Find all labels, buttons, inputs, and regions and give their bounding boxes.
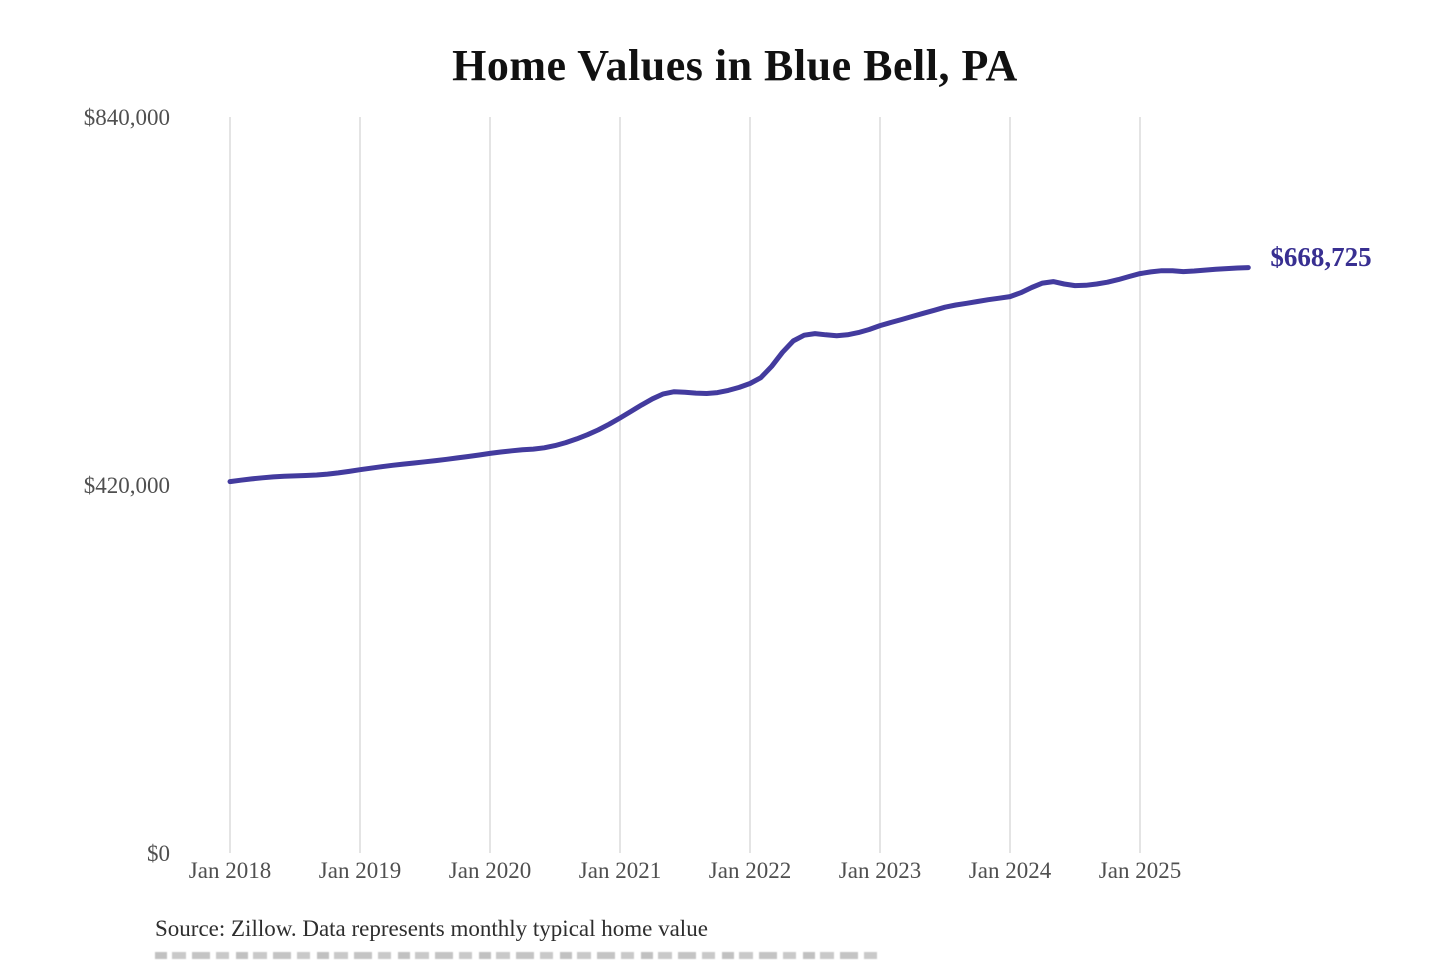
- chart-title: Home Values in Blue Bell, PA: [452, 41, 1018, 90]
- home-value-line: [227, 265, 1251, 485]
- x-axis-label: Jan 2022: [708, 858, 792, 883]
- x-axis-label: Jan 2020: [448, 858, 532, 883]
- x-axis-label: Jan 2021: [578, 858, 662, 883]
- source-note: Source: Zillow. Data represents monthly …: [155, 916, 708, 941]
- x-axis-label: Jan 2024: [968, 858, 1052, 883]
- x-axis-label: Jan 2025: [1098, 858, 1182, 883]
- x-axis-label: Jan 2018: [188, 858, 272, 883]
- y-axis-label: $0: [147, 840, 170, 866]
- gridlines: [229, 117, 1141, 853]
- x-axis-label: Jan 2019: [318, 858, 402, 883]
- clipped-text-sliver: [155, 952, 879, 959]
- x-axis-label: Jan 2023: [838, 858, 922, 883]
- end-value-label: $668,725: [1270, 241, 1372, 272]
- y-axis-label: $420,000: [83, 472, 170, 498]
- y-axis-label: $840,000: [83, 104, 170, 130]
